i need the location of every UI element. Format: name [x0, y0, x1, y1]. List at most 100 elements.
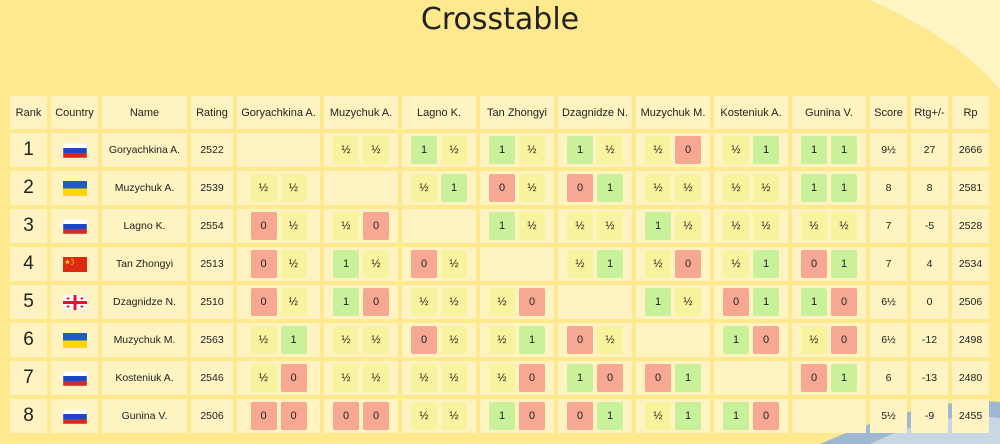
game-result[interactable]: ½ — [280, 212, 307, 240]
game-result[interactable]: ½ — [411, 402, 437, 430]
game-result[interactable]: ½ — [333, 326, 359, 354]
game-result[interactable]: 0 — [250, 212, 277, 240]
game-result[interactable]: ½ — [489, 364, 515, 392]
header-rp[interactable]: Rp — [952, 96, 989, 129]
game-result[interactable]: ½ — [645, 402, 671, 430]
game-result[interactable]: ½ — [645, 174, 671, 202]
player-name-cell[interactable]: Tan Zhongyi — [102, 247, 187, 281]
game-result[interactable]: 0 — [801, 364, 827, 392]
header-opponent[interactable]: Dzagnidze N. — [558, 96, 632, 129]
header-opponent[interactable]: Kosteniuk A. — [714, 96, 788, 129]
game-result[interactable]: ½ — [250, 174, 277, 202]
game-result[interactable]: ½ — [675, 174, 701, 202]
game-result[interactable]: 0 — [645, 364, 671, 392]
game-result[interactable]: 1 — [831, 250, 857, 278]
header-rtg-change[interactable]: Rtg+/- — [911, 96, 948, 129]
game-result[interactable]: ½ — [567, 212, 593, 240]
game-result[interactable]: ½ — [333, 136, 359, 164]
game-result[interactable]: ½ — [411, 174, 437, 202]
game-result[interactable]: ½ — [597, 136, 623, 164]
player-name-cell[interactable]: Lagno K. — [102, 209, 187, 243]
game-result[interactable]: ½ — [645, 250, 671, 278]
game-result[interactable]: 0 — [567, 402, 593, 430]
game-result[interactable]: ½ — [723, 136, 749, 164]
player-name-cell[interactable]: Kosteniuk A. — [102, 361, 187, 395]
game-result[interactable]: 1 — [489, 212, 515, 240]
game-result[interactable]: 0 — [753, 326, 779, 354]
header-country[interactable]: Country — [51, 96, 98, 129]
header-name[interactable]: Name — [102, 96, 187, 129]
game-result[interactable]: ½ — [441, 136, 467, 164]
game-result[interactable]: ½ — [519, 174, 545, 202]
game-result[interactable]: 0 — [363, 402, 389, 430]
game-result[interactable]: ½ — [441, 402, 467, 430]
player-name-cell[interactable]: Muzychuk A. — [102, 171, 187, 205]
header-rating[interactable]: Rating — [191, 96, 233, 129]
header-opponent[interactable]: Gunina V. — [792, 96, 866, 129]
game-result[interactable]: 0 — [280, 402, 307, 430]
game-result[interactable]: ½ — [489, 326, 515, 354]
game-result[interactable]: 1 — [753, 250, 779, 278]
game-result[interactable]: 0 — [675, 250, 701, 278]
game-result[interactable]: 0 — [250, 402, 277, 430]
game-result[interactable]: ½ — [801, 212, 827, 240]
game-result[interactable]: ½ — [753, 212, 779, 240]
game-result[interactable]: ½ — [519, 212, 545, 240]
game-result[interactable]: ½ — [753, 174, 779, 202]
game-result[interactable]: 0 — [753, 402, 779, 430]
game-result[interactable]: 1 — [675, 402, 701, 430]
game-result[interactable]: ½ — [280, 288, 307, 316]
game-result[interactable]: ½ — [441, 250, 467, 278]
game-result[interactable]: ½ — [363, 326, 389, 354]
game-result[interactable]: ½ — [597, 326, 623, 354]
game-result[interactable]: 1 — [831, 364, 857, 392]
game-result[interactable]: ½ — [519, 136, 545, 164]
game-result[interactable]: 1 — [675, 364, 701, 392]
game-result[interactable]: ½ — [363, 136, 389, 164]
game-result[interactable]: ½ — [250, 364, 277, 392]
game-result[interactable]: ½ — [280, 174, 307, 202]
game-result[interactable]: 0 — [280, 364, 307, 392]
header-rank[interactable]: Rank — [10, 96, 47, 129]
game-result[interactable]: 0 — [567, 326, 593, 354]
game-result[interactable]: 0 — [519, 402, 545, 430]
game-result[interactable]: 0 — [597, 364, 623, 392]
game-result[interactable]: 0 — [723, 288, 749, 316]
game-result[interactable]: ½ — [280, 250, 307, 278]
game-result[interactable]: 0 — [363, 212, 389, 240]
game-result[interactable]: 0 — [801, 250, 827, 278]
player-name-cell[interactable]: Gunina V. — [102, 399, 187, 433]
game-result[interactable]: 1 — [645, 288, 671, 316]
game-result[interactable]: 1 — [441, 174, 467, 202]
game-result[interactable]: 1 — [801, 174, 827, 202]
game-result[interactable]: 1 — [411, 136, 437, 164]
game-result[interactable]: ½ — [441, 364, 467, 392]
header-opponent[interactable]: Muzychuk M. — [636, 96, 710, 129]
header-opponent[interactable]: Lagno K. — [402, 96, 476, 129]
game-result[interactable]: 1 — [801, 288, 827, 316]
game-result[interactable]: 1 — [489, 136, 515, 164]
game-result[interactable]: 1 — [597, 402, 623, 430]
game-result[interactable]: 0 — [831, 288, 857, 316]
game-result[interactable]: 1 — [567, 364, 593, 392]
game-result[interactable]: 1 — [597, 174, 623, 202]
header-opponent[interactable]: Goryachkina A. — [237, 96, 320, 129]
game-result[interactable]: 1 — [723, 402, 749, 430]
game-result[interactable]: 1 — [567, 136, 593, 164]
game-result[interactable]: ½ — [567, 250, 593, 278]
game-result[interactable]: 1 — [519, 326, 545, 354]
game-result[interactable]: ½ — [723, 212, 749, 240]
game-result[interactable]: 0 — [519, 288, 545, 316]
header-opponent[interactable]: Muzychuk A. — [324, 96, 398, 129]
game-result[interactable]: ½ — [489, 288, 515, 316]
game-result[interactable]: 1 — [753, 288, 779, 316]
game-result[interactable]: 0 — [250, 288, 277, 316]
header-score[interactable]: Score — [870, 96, 907, 129]
game-result[interactable]: ½ — [645, 136, 671, 164]
game-result[interactable]: ½ — [441, 326, 467, 354]
game-result[interactable]: 1 — [801, 136, 827, 164]
player-name-cell[interactable]: Muzychuk M. — [102, 323, 187, 357]
game-result[interactable]: 1 — [597, 250, 623, 278]
game-result[interactable]: 1 — [831, 136, 857, 164]
game-result[interactable]: 0 — [411, 250, 437, 278]
